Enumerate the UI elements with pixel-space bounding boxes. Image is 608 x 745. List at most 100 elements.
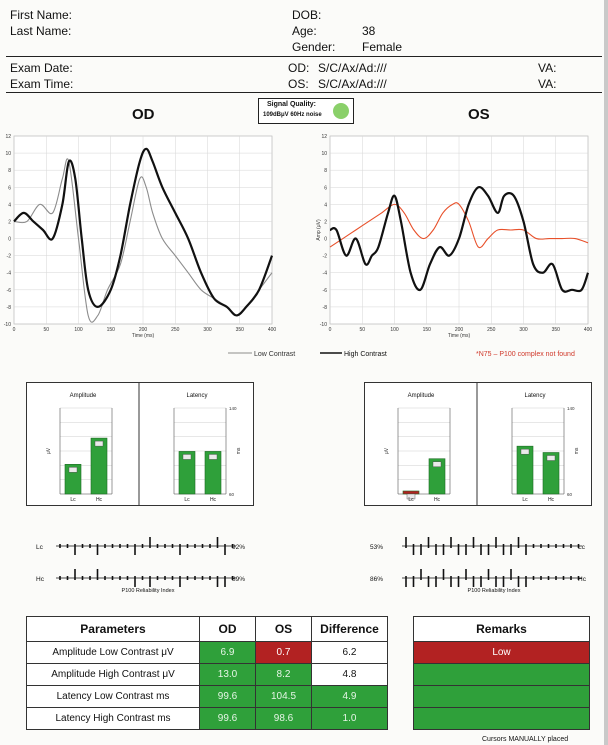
- bar-category-label: Hc: [96, 497, 103, 503]
- y-tick-label: 10: [5, 151, 11, 157]
- y-tick-label: -4: [7, 271, 12, 277]
- os-cell: 104.5: [255, 685, 312, 708]
- dob-label: DOB:: [292, 8, 322, 22]
- footer-note: Cursors MANUALLY placed: [482, 736, 569, 743]
- hc-label: Hc: [36, 576, 45, 583]
- x-tick-label: 150: [107, 327, 116, 333]
- y-tick-label: -4: [323, 271, 328, 277]
- lc-label: Lc: [36, 544, 44, 551]
- os-cell: 0.7: [255, 641, 312, 664]
- series-line-high-contrast: [13, 147, 274, 317]
- x-tick-label: 100: [74, 327, 83, 333]
- reliability-title: P100 Reliability Index: [468, 588, 521, 594]
- row-label: Latency High Contrast ms: [26, 707, 200, 730]
- x-tick-label: 0: [329, 327, 332, 333]
- y-tick-label: 140: [229, 406, 237, 411]
- table-header-row: Parameters OD OS Difference: [26, 616, 388, 642]
- lc-label: Lc: [578, 544, 586, 551]
- x-tick-label: 350: [236, 327, 245, 333]
- os-cell: 8.2: [255, 663, 312, 686]
- od-bar-charts: Amplitude μV Lc Hc Latency 140 60 ms Lc Hc: [26, 382, 254, 506]
- signal-quality-label: Signal Quality:: [267, 101, 317, 108]
- bar-category-label: Lc: [522, 497, 528, 503]
- table-row: Latency Low Contrast ms 99.6 104.5 4.9: [26, 685, 388, 708]
- od-waveform-chart: 0 50 100 150 200 250 300 350 400 12 10 8 6 4 2 0 -2 -4 -6 -…: [4, 134, 277, 339]
- parameters-table: Parameters OD OS Difference Amplitude Lo…: [26, 616, 388, 730]
- x-tick-label: 300: [203, 327, 212, 333]
- bar-hc: [428, 458, 446, 495]
- table-row: Latency High Contrast ms 99.6 98.6 1.0: [26, 707, 388, 730]
- va-od-label: VA:: [538, 61, 557, 75]
- last-name-label: Last Name:: [10, 24, 72, 38]
- os-reliability-index: 53% Lc 86% Hc P100 Reliability Index: [370, 537, 587, 594]
- row-label: Latency Low Contrast ms: [26, 685, 200, 708]
- od-cell: 99.6: [199, 707, 256, 730]
- y-tick-label: 140: [567, 406, 575, 411]
- y-tick-label: 60: [229, 492, 235, 497]
- legend-low-label: Low Contrast: [254, 351, 295, 358]
- y-tick-label: -10: [320, 322, 327, 328]
- od-title: OD: [132, 106, 155, 123]
- bar-hc: [204, 451, 222, 495]
- y-tick-label: -8: [7, 305, 12, 311]
- od-cell: 13.0: [199, 663, 256, 686]
- divider: [6, 92, 602, 93]
- series-line-low-contrast: [329, 202, 589, 249]
- header-os: OS: [255, 616, 312, 642]
- bar-marker: [94, 440, 104, 447]
- os-waveform-chart: 0 50 100 150 200 250 300 350 400 12 10 8 6 4 2 0 -2 -4 -6 -…: [316, 134, 593, 339]
- bar-category-label: Hc: [548, 497, 555, 503]
- bar-hc: [542, 452, 560, 495]
- bar-chart-title: Amplitude: [408, 393, 435, 399]
- bar-category-label: Hc: [434, 497, 441, 503]
- bar-marker: [546, 455, 556, 461]
- y-tick-label: 6: [8, 185, 11, 191]
- x-tick-label: 150: [423, 327, 432, 333]
- bar-lc: [402, 490, 420, 495]
- reliability-title: P100 Reliability Index: [122, 588, 175, 594]
- row-label: Amplitude High Contrast μV: [26, 663, 200, 686]
- bar-lc: [516, 445, 534, 495]
- signal-quality-detail: 109dBμV 60Hz noise: [263, 112, 322, 118]
- od-cell: 99.6: [199, 685, 256, 708]
- table-row: Amplitude High Contrast μV 13.0 8.2 4.8: [26, 663, 388, 686]
- os-refraction-value: S/C/Ax/Ad:///: [318, 77, 387, 91]
- gender-value: Female: [362, 40, 403, 54]
- gender-label: Gender:: [292, 40, 336, 54]
- y-tick-label: -2: [323, 254, 328, 260]
- x-tick-label: 50: [43, 327, 49, 333]
- legend-high-label: High Contrast: [344, 351, 387, 358]
- x-axis-label: Time (ms): [448, 333, 471, 339]
- waveform-legend: Low Contrast High Contrast *N75 – P100 c…: [228, 351, 575, 358]
- remark-cell: [413, 663, 590, 686]
- lc-value: 53%: [370, 544, 383, 551]
- table-row: Amplitude Low Contrast μV 6.9 0.7 6.2: [26, 641, 388, 664]
- bar-marker: [520, 448, 530, 455]
- bar-marker: [182, 454, 192, 460]
- signal-quality-box: Signal Quality: 109dBμV 60Hz noise: [258, 98, 354, 124]
- first-name-label: First Name:: [10, 8, 73, 22]
- hc-value: 89%: [232, 576, 245, 583]
- bar-lc: [178, 451, 196, 495]
- difference-cell: 1.0: [311, 707, 388, 730]
- x-tick-label: 300: [519, 327, 528, 333]
- x-tick-label: 400: [584, 327, 593, 333]
- bar-marker: [68, 467, 78, 473]
- os-bar-charts: Amplitude μV Lc Hc Latency 140 60 ms Lc Hc: [364, 382, 592, 506]
- os-cell: 98.6: [255, 707, 312, 730]
- y-axis-label: ms: [574, 447, 580, 454]
- x-axis-label: Time (ms): [132, 333, 155, 339]
- x-tick-label: 50: [359, 327, 365, 333]
- x-tick-label: 250: [171, 327, 180, 333]
- series-line-high-contrast: [329, 185, 590, 293]
- bar-chart-title: Latency: [524, 393, 545, 399]
- bar-category-label: Lc: [70, 497, 76, 503]
- y-tick-label: -6: [7, 288, 12, 294]
- y-axis-label: Amp (μV): [316, 219, 322, 241]
- remark-cell: [413, 685, 590, 708]
- hc-label: Hc: [578, 576, 587, 583]
- y-tick-label: -2: [7, 254, 12, 260]
- bar-chart-title: Latency: [186, 393, 207, 399]
- y-tick-label: 12: [321, 134, 327, 140]
